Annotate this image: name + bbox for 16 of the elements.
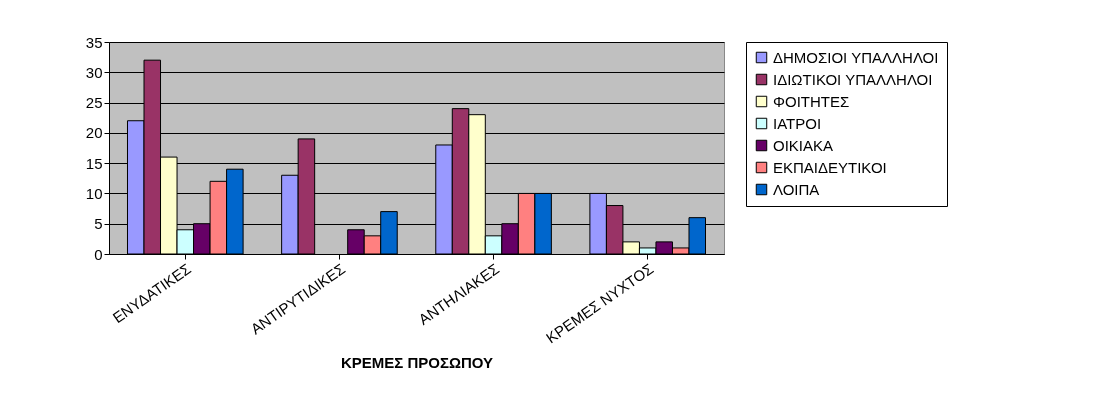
y-tick-label: 30 [85,63,103,81]
legend-label: ΙΑΤΡΟΙ [773,114,822,132]
y-tick-label: 10 [85,184,103,202]
legend-label: ΙΔΙΩΤΙΚΟΙ ΥΠΑΛΛΗΛΟΙ [773,70,933,88]
legend-label: ΟΙΚΙΑΚΑ [773,136,834,154]
legend-label: ΕΚΠΑΙΔΕΥΤΙΚΟΙ [773,158,887,176]
y-tick-label: 25 [85,94,103,112]
y-tick-label: 35 [85,33,103,51]
y-tick-label: 20 [85,124,103,142]
y-tick-label: 0 [94,245,103,263]
legend-label: ΛΟΙΠΑ [773,180,820,198]
legend-label: ΔΗΜΟΣΙΟΙ ΥΠΑΛΛΗΛΟΙ [773,48,939,66]
legend-label: ΦΟΙΤΗΤΕΣ [773,92,850,110]
y-tick-label: 15 [85,154,103,172]
y-tick-label: 5 [94,215,103,233]
x-axis-title: ΚΡΕΜΕΣ ΠΡΟΣΩΠΟΥ [340,354,494,372]
